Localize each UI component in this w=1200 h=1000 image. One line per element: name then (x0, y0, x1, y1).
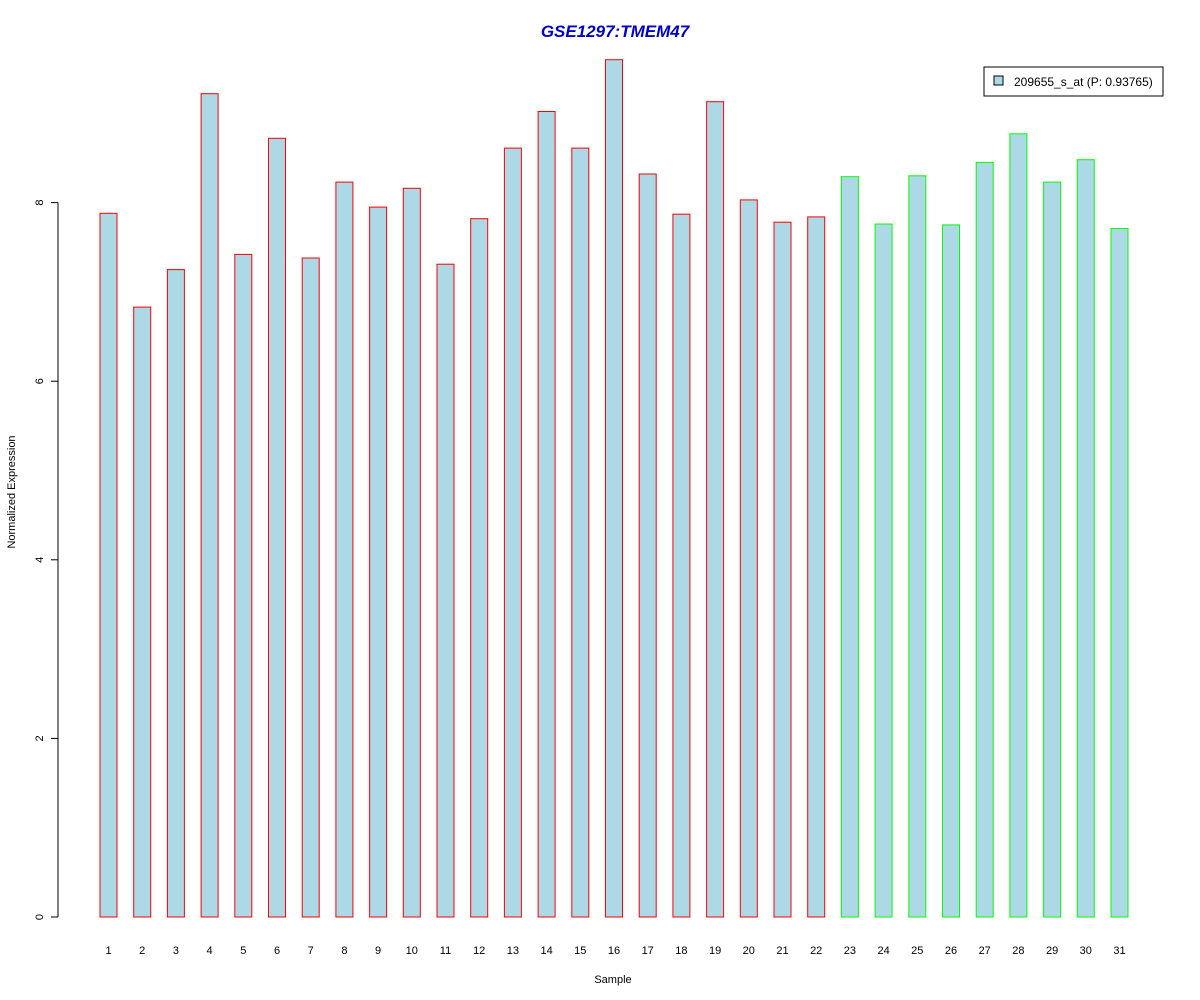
bar-sample-27 (975, 161, 994, 918)
legend-swatch (993, 75, 1004, 86)
bar-sample-25 (908, 175, 927, 918)
x-tick-label: 9 (375, 945, 381, 957)
x-tick-label: 25 (911, 945, 923, 957)
bar-sample-14 (537, 111, 556, 918)
bar-sample-28 (1009, 133, 1028, 918)
bar-sample-23 (840, 176, 859, 918)
x-tick-label: 8 (341, 945, 347, 957)
x-tick-label: 18 (675, 945, 687, 957)
bar-sample-17 (638, 173, 657, 918)
x-tick-label: 19 (709, 945, 721, 957)
x-tick-label: 30 (1080, 945, 1092, 957)
x-tick-label: 5 (240, 945, 246, 957)
bar-sample-3 (166, 269, 185, 918)
bar-sample-22 (807, 216, 826, 918)
bar-sample-29 (1043, 181, 1062, 918)
x-tick-label: 3 (173, 945, 179, 957)
x-tick-label: 10 (406, 945, 418, 957)
x-tick-label: 29 (1046, 945, 1058, 957)
x-tick-label: 17 (642, 945, 654, 957)
x-tick-label: 2 (139, 945, 145, 957)
x-tick-label: 12 (473, 945, 485, 957)
y-tick-label: 8 (34, 200, 46, 206)
bar-sample-19 (706, 101, 725, 918)
x-tick-label: 16 (608, 945, 620, 957)
bar-group (99, 59, 1129, 918)
bar-sample-15 (571, 147, 590, 918)
bar-sample-12 (470, 218, 489, 918)
bar-sample-26 (942, 224, 960, 918)
bar-sample-16 (605, 59, 623, 918)
x-tick-label: 14 (540, 945, 552, 957)
bar-sample-18 (672, 213, 691, 918)
y-axis: 0 2 4 6 8 (34, 200, 59, 920)
bar-sample-1 (99, 212, 118, 918)
y-tick-label: 4 (34, 557, 46, 563)
x-tick-label: 6 (274, 945, 280, 957)
x-tick-label: 31 (1113, 945, 1125, 957)
x-tick-label: 22 (810, 945, 822, 957)
bar-sample-30 (1076, 159, 1095, 918)
y-tick-label: 6 (34, 378, 46, 384)
bar-sample-20 (739, 199, 758, 918)
bar-sample-7 (301, 257, 320, 918)
x-tick-label: 27 (979, 945, 991, 957)
x-tick-label: 23 (844, 945, 856, 957)
x-axis-label: Sample (594, 974, 631, 986)
bar-sample-8 (335, 181, 354, 918)
bar-sample-5 (234, 253, 253, 918)
x-tick-label: 13 (507, 945, 519, 957)
x-tick-labels: 1 2 3 4 5 6 7 8 9 10 11 12 13 14 15 16 17 18 19 20 21 22 23 24 2… (105, 945, 1125, 957)
bar-sample-21 (773, 221, 792, 918)
y-axis-label: Normalized Expression (6, 435, 18, 548)
y-tick-label: 2 (34, 735, 46, 741)
x-tick-label: 24 (877, 945, 889, 957)
bar-sample-31 (1110, 228, 1129, 918)
legend-label: 209655_s_at (P: 0.93765) (1014, 75, 1153, 89)
bar-sample-2 (133, 306, 152, 918)
bar-sample-24 (874, 223, 893, 918)
y-tick-label: 0 (34, 914, 46, 920)
legend-box (983, 66, 1164, 97)
bar-sample-13 (503, 147, 522, 918)
x-tick-label: 4 (207, 945, 213, 957)
x-tick-label: 1 (105, 945, 111, 957)
x-tick-label: 15 (574, 945, 586, 957)
legend: 209655_s_at (P: 0.93765) (983, 66, 1164, 97)
bar-sample-10 (402, 187, 421, 918)
bar-sample-6 (268, 137, 286, 918)
x-tick-label: 7 (308, 945, 314, 957)
x-tick-label: 20 (743, 945, 755, 957)
x-tick-label: 11 (440, 945, 451, 957)
chart-title: GSE1297:TMEM47 (541, 22, 691, 41)
bar-sample-9 (369, 206, 388, 918)
x-tick-label: 26 (945, 945, 957, 957)
bar-sample-4 (200, 93, 219, 918)
x-tick-label: 28 (1012, 945, 1024, 957)
x-tick-label: 21 (776, 945, 788, 957)
bar-sample-11 (436, 263, 455, 918)
